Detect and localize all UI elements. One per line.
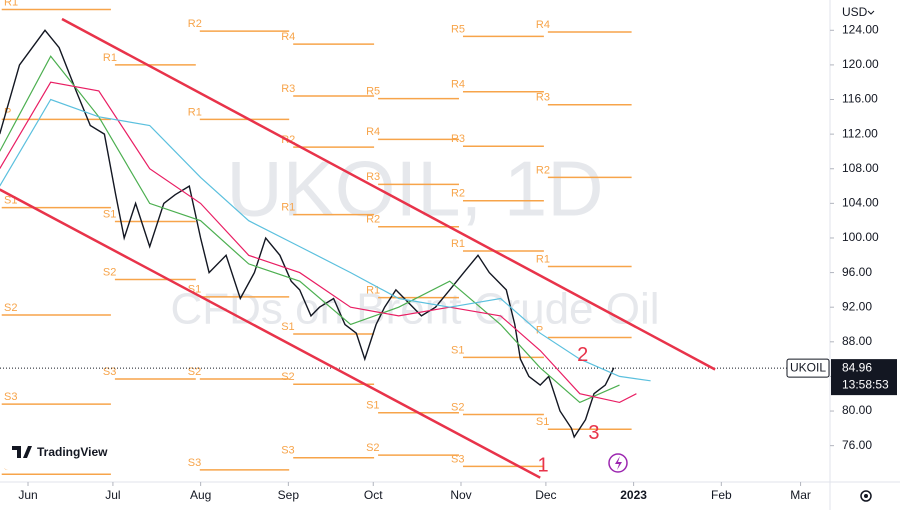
y-tick-label: 104.00: [842, 196, 879, 210]
pivot-label: R4: [281, 31, 295, 43]
pivot-label: R2: [366, 214, 380, 226]
brand-name: TradingView: [37, 445, 108, 459]
brand-logo: [12, 446, 32, 458]
x-tick-label: Jul: [105, 488, 120, 502]
y-tick-label: 88.00: [842, 334, 872, 348]
pivot-label: R1: [4, 0, 18, 8]
pivot-label: P: [536, 324, 543, 336]
symbol-label: UKOIL: [790, 360, 826, 374]
pivot-label: R1: [451, 238, 465, 250]
y-tick-label: 76.00: [842, 438, 872, 452]
pivot-label: S1: [366, 400, 379, 412]
pivot-label: R4: [451, 79, 465, 91]
pivot-label: S2: [451, 401, 464, 413]
channel-line: [0, 188, 541, 479]
pivot-label: S3: [281, 445, 294, 457]
x-tick-label: Mar: [790, 488, 811, 502]
y-tick-label: 80.00: [842, 403, 872, 417]
countdown-label: 13:58:53: [842, 377, 889, 391]
x-tick-label: Feb: [711, 488, 732, 502]
pivot-label: R1: [281, 202, 295, 214]
pivot-label: R4: [366, 126, 380, 138]
pivot-label: R2: [536, 164, 550, 176]
x-tick-label: Aug: [190, 488, 211, 502]
pivot-label: S2: [188, 366, 201, 378]
y-tick-label: 108.00: [842, 161, 879, 175]
pivot-label: R2: [188, 18, 202, 30]
price-badge: [831, 359, 897, 396]
y-tick-label: 96.00: [842, 265, 872, 279]
symbol-badge: [786, 358, 830, 378]
pivot-label: S1: [451, 344, 464, 356]
pivot-label: S3: [188, 457, 201, 469]
x-tick-label: 2023: [620, 488, 647, 502]
pivot-label: R1: [103, 52, 117, 64]
wave-label: 3: [588, 422, 599, 444]
pivot-label: P: [4, 106, 11, 118]
pivot-label: S2: [103, 266, 116, 278]
pivot-label: R2: [451, 188, 465, 200]
wave-label: 1: [537, 455, 548, 477]
pivot-label: S1: [103, 208, 116, 220]
pivot-label: R4: [536, 19, 550, 31]
moving-average: [0, 98, 651, 382]
y-tick-label: 112.00: [842, 126, 878, 140]
moving-average: [0, 81, 637, 404]
pivot-label: R3: [451, 133, 465, 145]
pivot-label: R5: [366, 86, 380, 98]
x-tick-label: Oct: [364, 488, 383, 502]
moving-average: [0, 55, 620, 404]
gear-hub: [864, 494, 868, 498]
pivot-label: S3: [451, 453, 464, 465]
price-label: 84.96: [842, 360, 872, 374]
pivot-label: S2: [281, 371, 294, 383]
wave-label: 2: [577, 344, 588, 366]
settings[interactable]: [860, 490, 872, 502]
plot: R1PS1S2S3S4R1S1S2S3R2R1S1S2S3R4R3R2R1S1S…: [0, 0, 830, 479]
pivot-label: S1: [281, 321, 294, 333]
pivot-label: S1: [536, 416, 549, 428]
brand-box: [4, 436, 110, 470]
alert-bolt: [615, 456, 622, 470]
pivot-label: S2: [366, 442, 379, 454]
pivot-label: S3: [4, 391, 17, 403]
x-tick-label: Jun: [18, 488, 37, 502]
y-tick-label: 100.00: [842, 230, 879, 244]
x-tick-label: Nov: [450, 488, 471, 502]
y-tick-label: 124.00: [842, 22, 879, 36]
pivot-label: R1: [536, 253, 550, 265]
y-tick-label: 92.00: [842, 299, 872, 313]
currency-chevron[interactable]: [867, 10, 875, 15]
pivot-label: R5: [451, 23, 465, 35]
brand[interactable]: TradingView: [4, 436, 110, 470]
pivot-label: R1: [366, 285, 380, 297]
x-tick-label: Sep: [278, 488, 300, 502]
pivot-label: R1: [188, 106, 202, 118]
pivot-label: R3: [366, 171, 380, 183]
watermark-title: UKOIL, 1D: [226, 145, 603, 233]
currency[interactable]: USD: [842, 5, 868, 19]
x-tick-label: Dec: [535, 488, 556, 502]
price-line: [0, 29, 615, 439]
pivot-label: R3: [281, 83, 295, 95]
channel-line: [61, 17, 716, 371]
pivot-label: R3: [536, 92, 550, 104]
pivot-label: S3: [103, 366, 116, 378]
y-tick-label: 116.00: [842, 92, 878, 106]
y-tick-label: 120.00: [842, 57, 879, 71]
gear-icon: [860, 490, 872, 502]
pivot-label: S2: [4, 302, 17, 314]
